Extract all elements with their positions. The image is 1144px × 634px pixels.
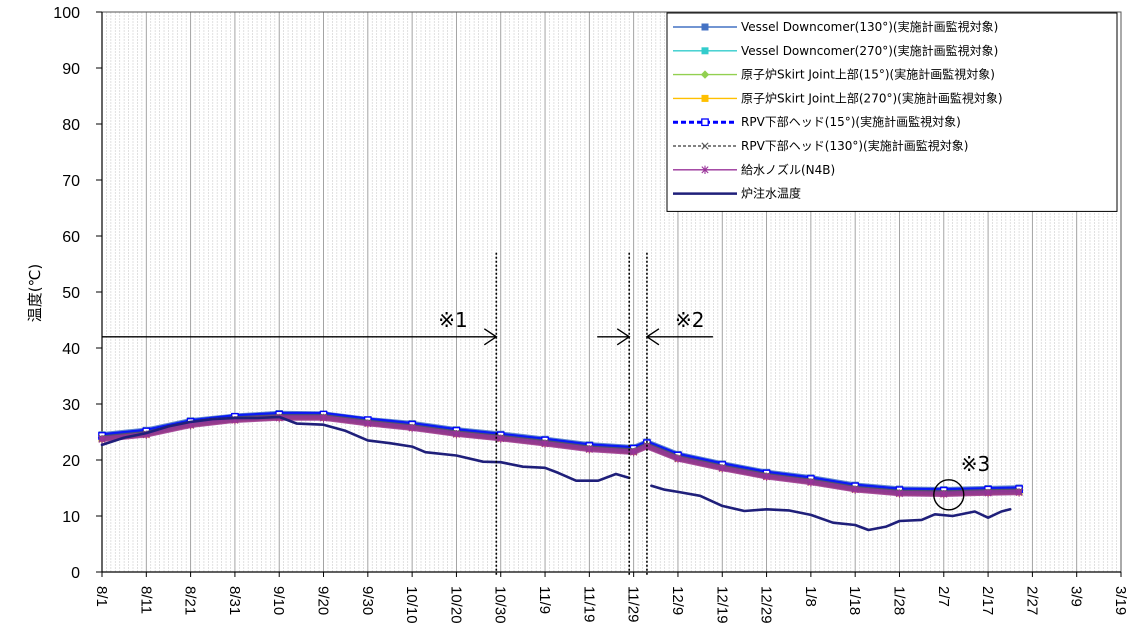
- x-tick-label: 9/20: [315, 586, 332, 615]
- x-tick-label: 2/27: [1023, 586, 1040, 615]
- series-group: [97, 410, 1024, 532]
- grid: [101, 11, 1122, 573]
- legend: Vessel Downcomer(130°)(実施計画監視対象) Vessel D…: [666, 12, 1118, 212]
- x-tick-label: 12/9: [669, 586, 686, 615]
- y-axis: 0 10 20 30 40 50 60 70 80 90 100: [53, 5, 103, 582]
- annotation-label: ※3: [961, 452, 990, 476]
- data-point: [1015, 488, 1023, 497]
- x-tick-label: 8/11: [137, 586, 154, 614]
- x-tick-label: 8/21: [182, 586, 199, 615]
- arrow-head: [645, 328, 660, 346]
- x-tick-label: 11/29: [625, 586, 642, 622]
- data-point: [452, 430, 461, 439]
- data-point: [807, 478, 815, 487]
- x-tick-label: 1/18: [846, 586, 863, 615]
- y-tick-label: 80: [62, 117, 80, 134]
- x-tick-label: 2/17: [979, 586, 996, 615]
- data-point: [718, 464, 726, 473]
- x-tick-label: 3/9: [1068, 586, 1085, 607]
- y-tick-label: 30: [62, 397, 80, 414]
- arrow-head: [616, 328, 631, 346]
- y-tick-label: 0: [71, 565, 80, 582]
- legend-marker: [701, 142, 709, 150]
- x-tick-label: 9/30: [359, 586, 376, 615]
- data-point: [762, 472, 771, 481]
- data-point: [408, 423, 416, 433]
- data-point: [940, 489, 948, 499]
- legend-label: 炉注水温度: [741, 186, 801, 201]
- series-line: [100, 415, 631, 483]
- data-point: [630, 447, 638, 457]
- legend-marker: [701, 47, 709, 55]
- x-tick-label: 11/9: [536, 586, 553, 614]
- data-point: [319, 413, 328, 423]
- data-point: [674, 454, 682, 464]
- data-point: [497, 434, 505, 443]
- legend-label: RPV下部ヘッド(130°)(実施計画監視対象): [741, 138, 968, 153]
- y-tick-label: 10: [62, 509, 80, 526]
- data-point: [851, 485, 859, 494]
- x-tick-label: 8/1: [93, 586, 110, 607]
- x-tick-label: 1/28: [890, 586, 907, 615]
- legend-label: RPV下部ヘッド(15°)(実施計画監視対象): [741, 114, 961, 129]
- x-tick-label: 12/19: [713, 586, 730, 624]
- annotations: ※1 ※2 ※3: [102, 252, 990, 576]
- y-tick-label: 90: [62, 61, 80, 78]
- legend-label: 原子炉Skirt Joint上部(15°)(実施計画監視対象): [741, 67, 995, 82]
- legend-marker: [701, 94, 709, 102]
- data-point: [541, 439, 549, 448]
- data-point: [984, 488, 992, 498]
- x-tick-label: 10/10: [403, 586, 420, 624]
- y-tick-label: 60: [62, 229, 80, 246]
- x-tick-label: 2/7: [935, 586, 952, 607]
- legend-marker: [701, 118, 709, 127]
- legend-box: [666, 12, 1118, 212]
- x-axis: 8/1 8/11 8/21 8/31 9/10 9/20 9/30 10/10 10/20 10/…: [93, 571, 1129, 624]
- y-axis-label: 温度(℃): [26, 264, 44, 323]
- arrow-head: [483, 328, 498, 346]
- x-tick-label: 10/20: [447, 586, 464, 624]
- legend-marker: [700, 70, 710, 79]
- y-tick-label: 20: [62, 453, 80, 470]
- x-tick-label: 1/8: [802, 586, 819, 607]
- legend-label: Vessel Downcomer(130°)(実施計画監視対象): [741, 19, 998, 34]
- legend-marker: [701, 23, 709, 31]
- x-tick-label: 8/31: [226, 586, 243, 615]
- annotation-circle: [933, 479, 965, 511]
- x-tick-label: 10/30: [492, 586, 509, 624]
- data-point: [585, 445, 593, 454]
- legend-marker: [701, 165, 709, 174]
- x-tick-label: 9/10: [270, 586, 287, 615]
- series-7: [100, 415, 1012, 532]
- legend-label: 原子炉Skirt Joint上部(270°)(実施計画監視対象): [741, 90, 1003, 105]
- y-tick-label: 50: [62, 285, 80, 302]
- series-line: [650, 484, 1012, 532]
- data-point: [98, 435, 106, 444]
- data-point: [895, 489, 904, 498]
- y-tick-label: 100: [53, 5, 80, 22]
- annotation-label: ※2: [675, 308, 704, 332]
- x-tick-label: 11/19: [580, 586, 597, 622]
- x-tick-label: 12/29: [758, 586, 775, 624]
- legend-label: Vessel Downcomer(270°)(実施計画監視対象): [741, 43, 998, 58]
- y-tick-label: 40: [62, 341, 80, 358]
- annotation-label: ※1: [438, 308, 467, 332]
- legend-label: 給水ノズル(N4B): [741, 162, 835, 177]
- y-tick-label: 70: [62, 173, 80, 190]
- x-tick-label: 3/19: [1112, 586, 1129, 615]
- data-point: [364, 419, 372, 428]
